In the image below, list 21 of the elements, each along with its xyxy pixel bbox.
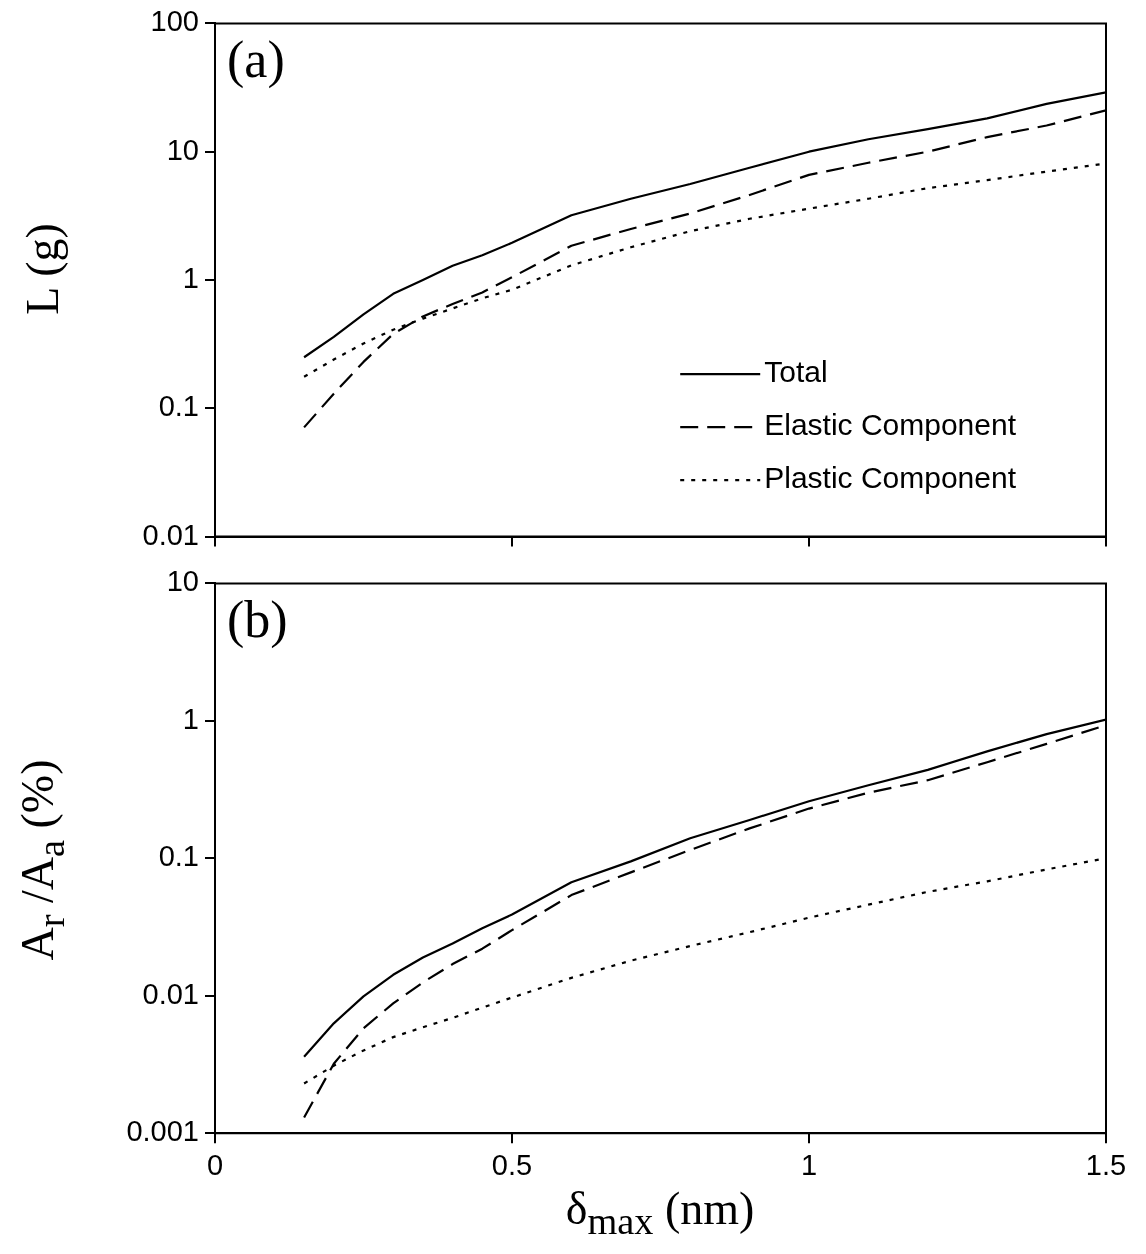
annotation: (a) bbox=[227, 31, 285, 90]
legend-label: Total bbox=[764, 355, 828, 389]
y-tick-label: 100 bbox=[150, 5, 199, 38]
y-tick-label: 0.001 bbox=[126, 1115, 199, 1148]
annotation: (b) bbox=[227, 591, 288, 650]
y-tick-label: 1 bbox=[182, 702, 199, 735]
y-tick-label: 0.1 bbox=[158, 840, 199, 873]
y-tick-label: 10 bbox=[166, 565, 199, 598]
y-tick-label: 0.1 bbox=[158, 390, 199, 423]
y-axis-title: L (g) bbox=[15, 223, 69, 315]
y-tick-label: 10 bbox=[166, 133, 199, 166]
x-tick-label: 1.5 bbox=[1085, 1148, 1127, 1181]
y-tick-label: 0.01 bbox=[142, 977, 199, 1010]
legend-label: Plastic Component bbox=[764, 461, 1017, 495]
x-tick-label: 0.5 bbox=[491, 1148, 533, 1181]
x-tick-label: 1 bbox=[800, 1148, 818, 1181]
x-tick-label: 0 bbox=[206, 1148, 224, 1181]
legend-label: Elastic Component bbox=[764, 408, 1017, 442]
y-tick-label: 0.01 bbox=[142, 518, 199, 551]
y-tick-label: 1 bbox=[182, 262, 199, 294]
x-axis-title: δ$_{max}$ (nm) bbox=[564, 1182, 756, 1244]
